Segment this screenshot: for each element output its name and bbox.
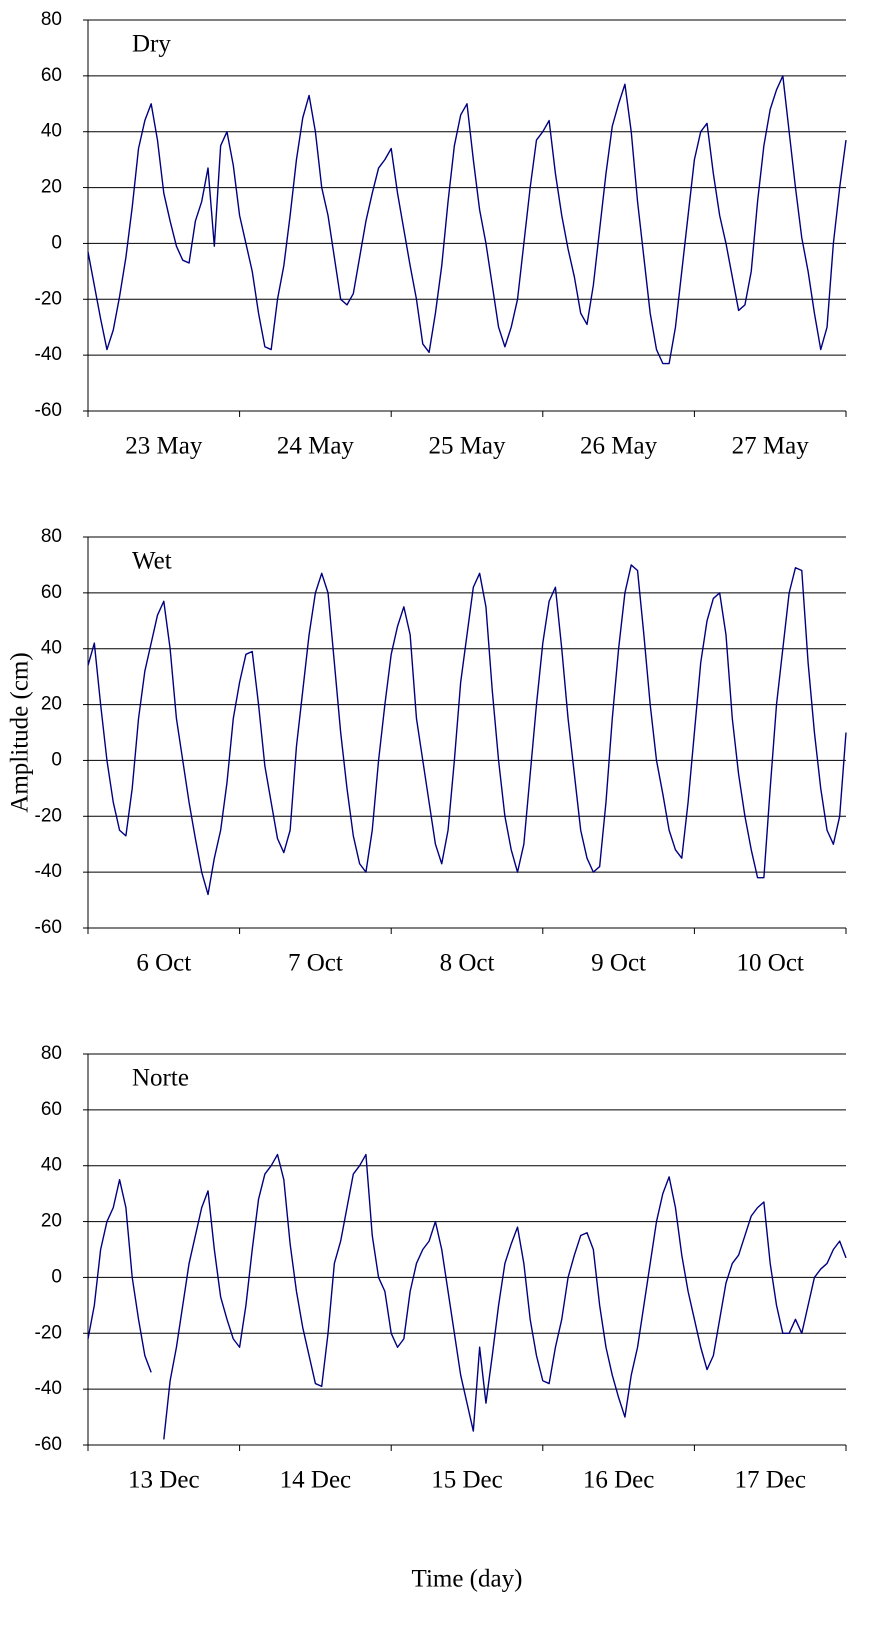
data-line (87, 564, 847, 896)
y-tick-label: 60 (41, 1099, 62, 1120)
panel-label: Dry (132, 31, 171, 58)
y-tick-label: -40 (35, 1378, 62, 1399)
x-tick-label: 7 Oct (288, 950, 343, 977)
y-tick-label: -60 (35, 1434, 62, 1455)
y-axis-label: Amplitude (cm) (7, 652, 34, 812)
panel-label: Wet (132, 548, 172, 575)
y-tick-label: -40 (35, 861, 62, 882)
panel-label: Norte (132, 1065, 189, 1092)
x-axis-label: Time (day) (412, 1566, 523, 1593)
x-tick-label: 25 May (428, 433, 506, 460)
x-tick-label: 23 May (125, 433, 203, 460)
y-tick-label: 60 (41, 582, 62, 603)
x-tick-label: 6 Oct (136, 950, 191, 977)
x-tick-label: 17 Dec (734, 1467, 806, 1494)
y-tick-label: 20 (41, 1211, 62, 1232)
x-tick-label: 14 Dec (280, 1467, 352, 1494)
y-tick-label: 40 (41, 121, 62, 142)
y-tick-label: 0 (51, 232, 62, 253)
x-tick-label: 27 May (732, 433, 810, 460)
x-tick-label: 13 Dec (128, 1467, 200, 1494)
y-tick-label: 80 (41, 1043, 62, 1064)
y-tick-label: 80 (41, 9, 62, 30)
y-tick-label: -60 (35, 917, 62, 938)
y-tick-label: -20 (35, 288, 62, 309)
y-tick-label: 20 (41, 694, 62, 715)
data-line (87, 75, 847, 365)
x-tick-label: 15 Dec (431, 1467, 503, 1494)
y-tick-label: 20 (41, 177, 62, 198)
y-tick-label: -40 (35, 344, 62, 365)
y-tick-label: 80 (41, 526, 62, 547)
y-tick-label: -60 (35, 400, 62, 421)
y-tick-label: 40 (41, 638, 62, 659)
y-tick-label: 60 (41, 65, 62, 86)
x-tick-label: 10 Oct (737, 950, 804, 977)
y-tick-label: -20 (35, 1322, 62, 1343)
x-tick-label: 9 Oct (591, 950, 646, 977)
x-tick-label: 8 Oct (440, 950, 495, 977)
x-tick-label: 16 Dec (583, 1467, 655, 1494)
data-line (87, 1153, 847, 1440)
y-tick-label: 0 (51, 1266, 62, 1287)
y-tick-label: 40 (41, 1155, 62, 1176)
y-tick-label: 0 (51, 749, 62, 770)
y-tick-label: -20 (35, 805, 62, 826)
x-tick-label: 26 May (580, 433, 658, 460)
x-tick-label: 24 May (277, 433, 355, 460)
